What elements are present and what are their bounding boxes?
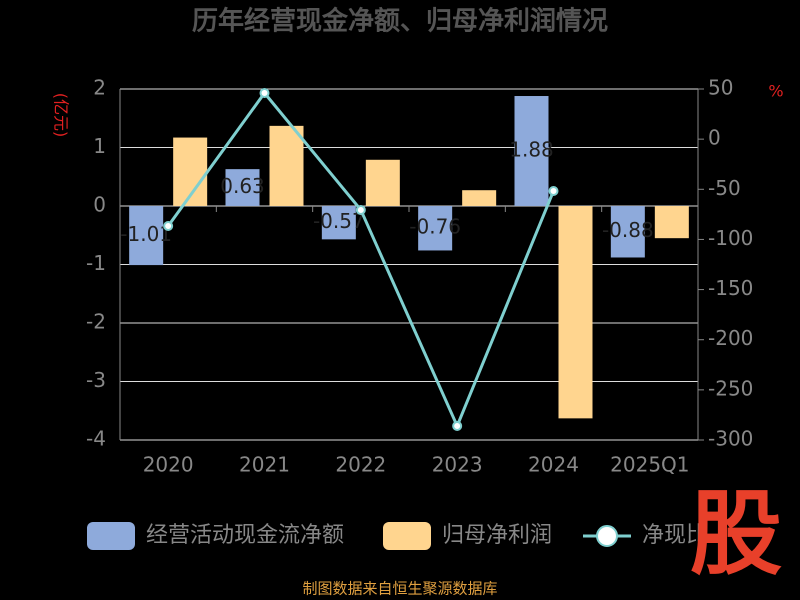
bar <box>654 206 689 239</box>
y2-axis-label: % <box>768 82 783 101</box>
y2-tick-label: -50 <box>708 176 741 200</box>
x-tick-label: 2023 <box>432 453 483 477</box>
y-tick-label: -2 <box>86 310 106 334</box>
bar <box>514 96 549 206</box>
y-tick-label: 2 <box>93 76 106 100</box>
data-label: -0.57 <box>313 209 365 233</box>
line-point <box>452 420 463 431</box>
data-label: 0.63 <box>220 174 265 198</box>
y2-tick-label: -100 <box>708 226 753 250</box>
bar <box>129 206 164 266</box>
y-axis-label: (亿元) <box>52 93 71 138</box>
data-label: -0.88 <box>602 218 654 242</box>
legend-swatch <box>383 522 431 550</box>
x-tick-label: 2020 <box>143 453 194 477</box>
legend-label: 净现比 <box>642 523 708 548</box>
y2-tick-label: -250 <box>708 376 753 400</box>
bar <box>321 206 356 240</box>
line-point <box>355 204 366 215</box>
data-label: -0.76 <box>409 215 461 239</box>
legend-label: 归母净利润 <box>442 523 552 548</box>
legend-swatch <box>87 522 135 550</box>
x-tick-label: 2024 <box>528 453 579 477</box>
bar <box>269 125 304 206</box>
y2-tick-label: 0 <box>708 126 721 150</box>
bar <box>558 206 593 419</box>
line-point <box>548 185 559 196</box>
y-tick-label: 0 <box>93 193 106 217</box>
y-tick-label: 1 <box>93 134 106 158</box>
y-tick-label: -3 <box>86 368 106 392</box>
bar <box>225 169 260 206</box>
data-label: 1.88 <box>509 138 554 162</box>
y2-tick-label: -200 <box>708 326 753 350</box>
legend-label: 经营活动现金流净额 <box>146 523 344 548</box>
bar <box>462 190 497 206</box>
line-point <box>259 88 270 99</box>
x-tick-label: 2025Q1 <box>610 453 689 477</box>
legend-swatch <box>596 525 618 547</box>
y2-tick-label: 50 <box>708 76 733 100</box>
y-tick-label: -4 <box>86 427 106 451</box>
bar <box>365 159 400 206</box>
x-tick-label: 2022 <box>335 453 386 477</box>
watermark: 股 <box>690 480 782 587</box>
source-note: 制图数据来自恒生聚源数据库 <box>302 580 497 598</box>
y-tick-label: -1 <box>86 251 106 275</box>
chart-title: 历年经营现金净额、归母净利润情况 <box>192 6 608 37</box>
bar <box>418 206 453 251</box>
y2-tick-label: -150 <box>708 276 753 300</box>
y2-tick-label: -300 <box>708 427 753 451</box>
line-point <box>163 220 174 231</box>
bar <box>610 206 645 258</box>
x-tick-label: 2021 <box>239 453 290 477</box>
